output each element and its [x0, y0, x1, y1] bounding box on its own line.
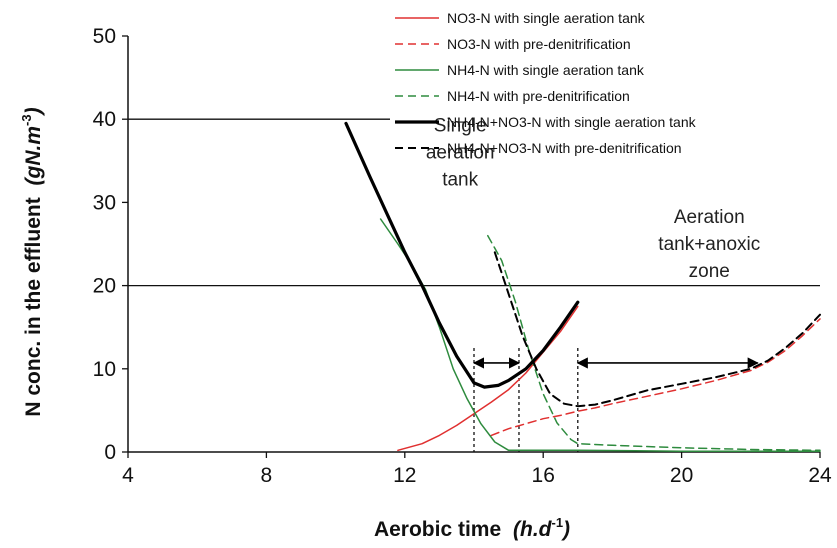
legend-label: NO3-N with pre-denitrification: [447, 36, 631, 52]
y-tick-label: 40: [93, 108, 116, 131]
y-axis-title: N conc. in the effluent (gN.m-3): [19, 107, 45, 416]
y-axis-unit-close: ): [22, 107, 45, 116]
annotations: Single aeration tank Aeration tank+anoxic zon…: [426, 116, 760, 283]
legend-label: NH4-N with pre-denitrification: [447, 88, 630, 104]
y-tick-label: 30: [93, 191, 116, 214]
legend-label: NH4-N+NO3-N with single aeration tank: [447, 114, 697, 130]
y-tick-label: 50: [93, 25, 116, 48]
y-tick-label: 10: [93, 358, 116, 381]
annotation-line: aeration: [426, 143, 495, 164]
series-line-6: [493, 251, 821, 408]
legend: NO3-N with single aeration tank NO3-N wit…: [395, 10, 697, 156]
x-tick-label: 24: [808, 464, 832, 487]
x-axis-unit-close: ): [561, 518, 570, 541]
y-axis-unit: (gN.m: [22, 126, 45, 186]
annotation-2: Aeration tank+anoxic zone: [658, 207, 760, 282]
x-tick-label: 20: [670, 464, 693, 487]
x-tick-label: 16: [532, 464, 555, 487]
series-line-2: [490, 318, 821, 437]
x-ticks: 4 8 12 16 20 24: [122, 452, 832, 487]
x-tick-label: 8: [261, 464, 273, 487]
series-line-4: [487, 234, 821, 452]
y-axis-label: N conc. in the effluent: [22, 197, 45, 416]
annotation-line: Single: [434, 116, 487, 137]
y-ticks: 0 10 20 30 40 50: [93, 25, 128, 464]
legend-label: NO3-N with single aeration tank: [447, 10, 646, 26]
legend-label: NH4-N with single aeration tank: [447, 62, 645, 78]
x-tick-label: 4: [122, 464, 134, 487]
y-tick-label: 20: [93, 275, 116, 298]
annotation-line: tank+anoxic: [658, 234, 760, 255]
x-axis-title: Aerobic time (h.d-1): [374, 515, 570, 541]
reference-lines: [128, 118, 820, 287]
x-axis-label: Aerobic time: [374, 518, 501, 541]
legend-label: NH4-N+NO3-N with pre-denitrification: [447, 140, 682, 156]
x-axis-unit: (h.d: [513, 518, 553, 541]
x-tick-label: 12: [393, 464, 416, 487]
annotation-line: Aeration: [674, 207, 745, 228]
annotation-line: tank: [442, 170, 478, 191]
y-axis-unit-sup: -3: [19, 114, 34, 126]
series-lines: [344, 121, 821, 452]
x-axis-unit-sup: -1: [551, 515, 563, 530]
y-tick-label: 0: [104, 441, 116, 464]
series-line-1: [397, 305, 579, 452]
annotation-1: Single aeration tank: [426, 116, 495, 191]
series-line-5: [344, 121, 580, 389]
annotation-line: zone: [689, 261, 730, 282]
dotted-verticals: [473, 348, 579, 452]
